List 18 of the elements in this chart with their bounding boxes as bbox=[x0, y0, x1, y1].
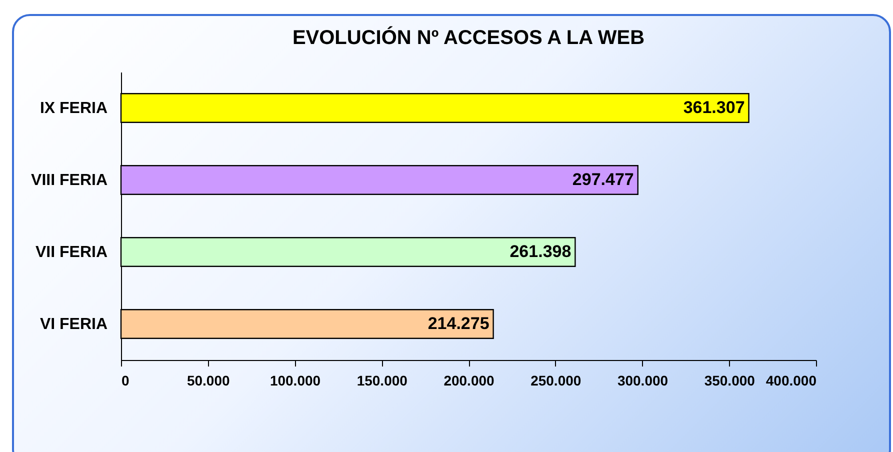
x-tick-label: 100.000 bbox=[270, 372, 321, 388]
data-label: 261.398 bbox=[510, 242, 572, 261]
x-tick-label: 50.000 bbox=[186, 372, 230, 388]
data-label: 297.477 bbox=[572, 170, 634, 189]
x-tick-label: 250.000 bbox=[530, 372, 582, 388]
x-tick-label: 400.000 bbox=[766, 372, 817, 388]
x-tick-label: 200.000 bbox=[444, 372, 495, 388]
chart-title: EVOLUCIÓN Nº ACCESOS A LA WEB bbox=[292, 26, 645, 49]
y-tick-label: VII FERIA bbox=[35, 244, 108, 261]
y-tick-label: VIII FERIA bbox=[31, 172, 108, 189]
data-label: 214.275 bbox=[428, 314, 490, 333]
x-tick-label: 350.000 bbox=[704, 372, 756, 388]
x-tick-label: 300.000 bbox=[617, 372, 668, 388]
data-label: 361.307 bbox=[683, 98, 745, 117]
y-tick-label: VI FERIA bbox=[40, 316, 108, 333]
x-tick-label: 0 bbox=[122, 372, 130, 388]
y-tick-label: IX FERIA bbox=[40, 100, 108, 117]
x-tick-label: 150.000 bbox=[356, 372, 408, 388]
